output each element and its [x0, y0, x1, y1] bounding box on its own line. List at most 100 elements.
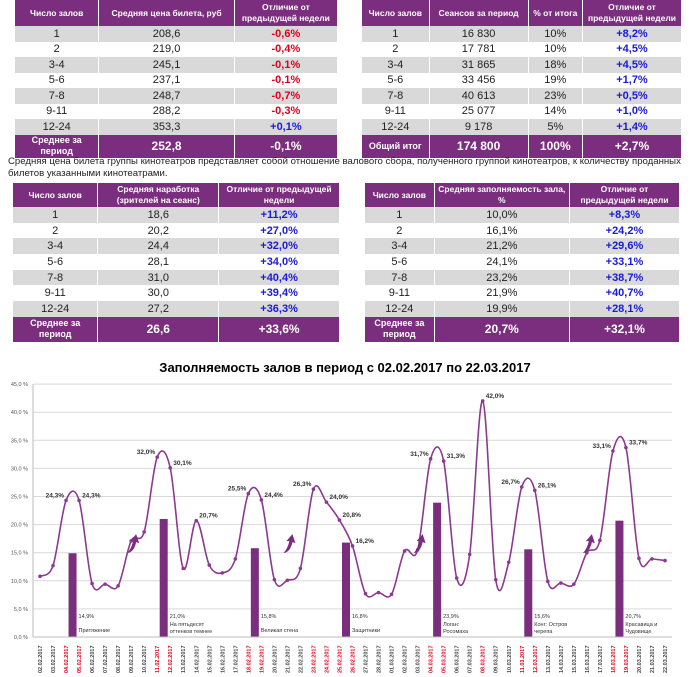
table-cell: 2 [362, 41, 430, 57]
change-cell: +40,4% [218, 269, 340, 286]
table-row: 7-8 23,2% +38,7% [365, 269, 681, 286]
table-cell: 18,6 [97, 207, 220, 223]
data-point [298, 566, 303, 571]
total-cell: 26,6 [97, 316, 220, 342]
column-header: Число залов [13, 183, 99, 207]
data-point [650, 557, 654, 561]
change-cell: +11,2% [218, 207, 340, 223]
data-point [598, 538, 602, 543]
change-cell: +1,0% [582, 103, 683, 119]
table-cell: 12-24 [365, 301, 435, 317]
x-tick-label: 20.02.2017 [272, 645, 278, 673]
table-cell: 1 [362, 26, 430, 42]
table-cell: 245,1 [98, 57, 235, 73]
table-cell: 9 178 [429, 119, 529, 135]
y-tick-label: 35,0 % [11, 438, 28, 444]
table-cell: 16 830 [429, 26, 529, 42]
table-row: 1 18,6 +11,2% [13, 207, 340, 223]
table-cell: 353,3 [98, 119, 235, 135]
x-tick-label: 09.03.2017 [494, 645, 500, 673]
trend-arrow-icon [127, 534, 140, 554]
data-point [311, 487, 316, 491]
table-cell: 24,1% [434, 254, 570, 270]
data-label: 33,7% [629, 440, 648, 447]
table-cell: 5-6 [13, 254, 99, 270]
x-tick-label: 15.02.2017 [207, 645, 213, 673]
change-cell: -0,4% [234, 41, 339, 57]
data-point [116, 584, 120, 588]
film-label: Красавица и Чудовище [625, 622, 657, 635]
change-cell: +40,7% [569, 285, 681, 302]
data-point [624, 445, 628, 450]
table-cell: 3-4 [362, 57, 430, 73]
data-point [207, 563, 212, 567]
occupancy-line [39, 400, 666, 598]
total-cell: +32,1% [569, 316, 681, 342]
attendance-table: Число залов Средняя наработка (зрителей н… [13, 183, 340, 342]
table-cell: 2 [13, 222, 99, 239]
occupancy-chart: Заполняемость залов в период с 02.02.201… [11, 360, 672, 673]
change-cell: +28,1% [569, 301, 681, 317]
data-point [272, 577, 277, 582]
total-label: Среднее за период [365, 316, 435, 342]
data-point [467, 552, 472, 557]
x-tick-label: 21.02.2017 [285, 645, 291, 673]
change-cell: +1,4% [582, 119, 683, 135]
table-row: 12-24 19,9% +28,1% [365, 301, 681, 317]
total-row: Общий итог 174 800 100% +2,7% [362, 134, 683, 158]
change-cell: +33,1% [569, 254, 681, 270]
table-cell: 12-24 [15, 119, 100, 135]
x-tick-label: 11.02.2017 [155, 646, 161, 673]
total-cell: 20,7% [434, 316, 570, 342]
table-cell: 2 [15, 41, 100, 57]
change-cell: +34,0% [218, 254, 340, 270]
x-tick-label: 05.03.2017 [442, 645, 448, 673]
data-point [90, 581, 94, 586]
table-cell: 21,9% [434, 285, 570, 302]
total-cell: -0,1% [234, 134, 339, 158]
total-row: Среднее за период 20,7% +32,1% [365, 316, 681, 342]
bar-value-label: 21,0% [170, 614, 186, 620]
bar [68, 553, 77, 637]
data-point [337, 518, 342, 522]
table-cell: 3-4 [365, 238, 435, 255]
chart-title: Заполняемость залов в период с 02.02.201… [159, 360, 530, 375]
table-cell: 31 865 [429, 57, 529, 73]
table-cell: 9-11 [365, 285, 435, 302]
table-cell: 33 456 [429, 72, 529, 88]
bar [524, 549, 533, 637]
change-cell: -0,3% [234, 103, 339, 119]
x-tick-label: 06.02.2017 [90, 645, 96, 673]
header-row: Число залов Средняя заполняемость зала, %… [365, 183, 681, 207]
data-label: 33,1% [592, 443, 611, 450]
change-cell: +4,5% [582, 57, 683, 73]
x-tick-label: 12.02.2017 [168, 645, 174, 673]
x-tick-label: 10.03.2017 [507, 645, 513, 673]
table-row: 3-4 245,1 -0,1% [15, 57, 339, 73]
data-label: 24,4% [264, 492, 283, 499]
x-tick-label: 10.02.2017 [142, 645, 148, 673]
table-row: 12-24 353,3 +0,1% [15, 119, 339, 135]
change-cell: +32,0% [218, 238, 340, 255]
table-cell: 7-8 [362, 88, 430, 104]
bar [250, 548, 259, 637]
data-point [441, 459, 446, 463]
data-point [637, 556, 641, 561]
table-cell: 219,0 [98, 41, 235, 57]
bar-value-label: 15,8% [261, 614, 277, 620]
x-tick-label: 21.03.2017 [650, 645, 656, 673]
change-cell: +36,3% [218, 301, 340, 317]
table-row: 2 16,1% +24,2% [365, 222, 681, 239]
data-label: 26,7% [501, 479, 520, 486]
table-cell: 21,2% [434, 238, 570, 255]
trend-arrow-icon [413, 534, 426, 554]
table-cell: 30,0 [97, 285, 220, 302]
table-row: 7-8 40 613 23% +0,5% [362, 88, 683, 104]
header-row: Число залов Средняя наработка (зрителей н… [13, 183, 340, 207]
table-row: 5-6 24,1% +33,1% [365, 254, 681, 270]
table-cell: 7-8 [13, 269, 99, 286]
change-cell: +1,7% [582, 72, 683, 88]
x-tick-label: 28.02.2017 [377, 645, 383, 673]
change-cell: +38,7% [569, 269, 681, 286]
bar [433, 502, 442, 637]
